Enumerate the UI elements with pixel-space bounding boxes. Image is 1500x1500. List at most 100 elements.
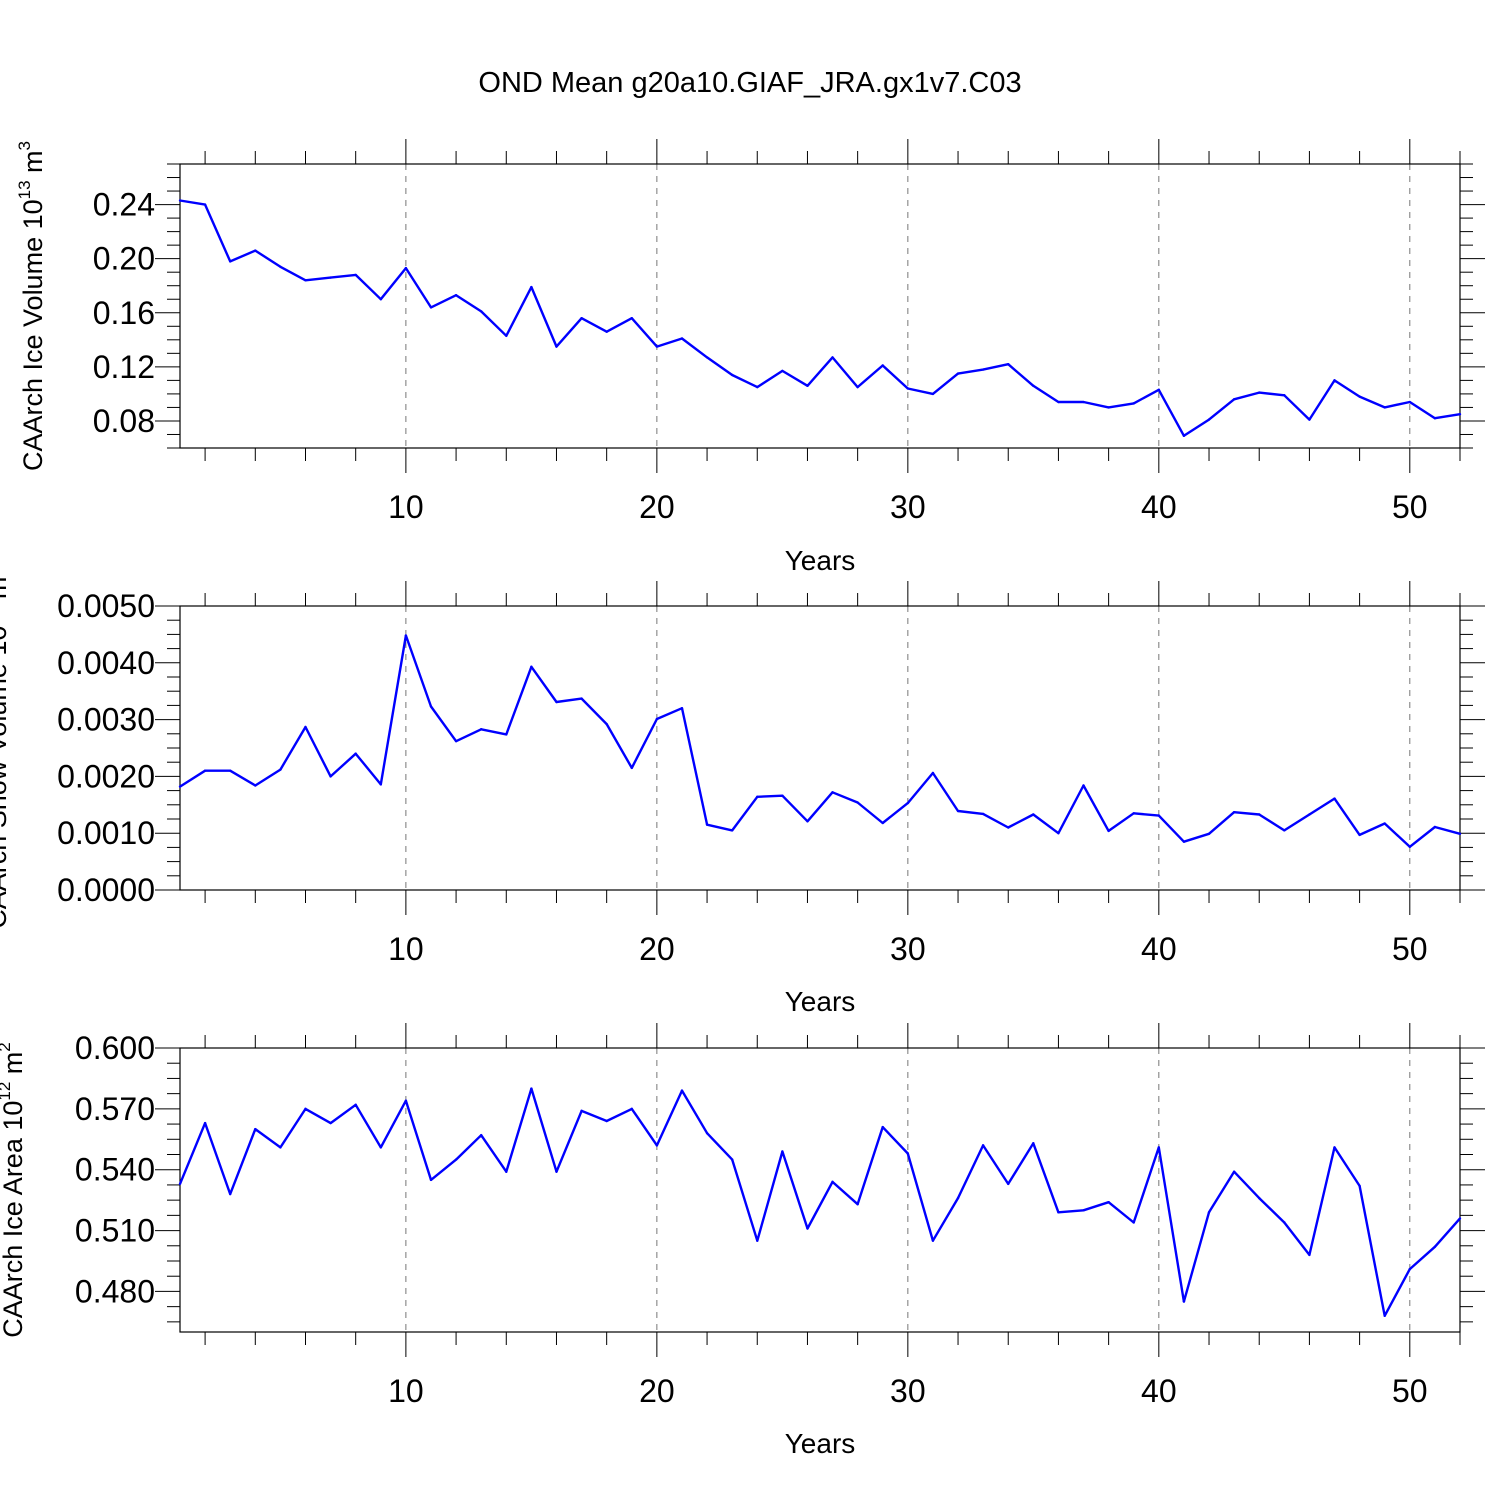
y-tick-label: 0.0040 [57, 645, 155, 681]
data-point [806, 384, 809, 387]
data-point [1258, 1196, 1261, 1200]
y-tick-label: 0.0030 [57, 702, 155, 738]
x-tick-label: 20 [639, 489, 675, 525]
data-point [1057, 832, 1060, 835]
data-point [1082, 400, 1085, 404]
data-point [1232, 1170, 1236, 1173]
data-point [304, 279, 307, 282]
data-point [329, 775, 332, 778]
data-point [1182, 434, 1186, 438]
data-point [730, 829, 734, 832]
data-point [906, 1152, 910, 1155]
data-point [1358, 395, 1361, 398]
data-point [178, 785, 182, 788]
data-point [1207, 832, 1211, 835]
data-point [1157, 388, 1161, 392]
data-point [956, 1196, 960, 1200]
data-point [1032, 1142, 1035, 1145]
data-point [1032, 384, 1035, 387]
data-point [329, 276, 332, 279]
x-tick-label: 10 [388, 489, 424, 525]
data-point [856, 385, 859, 389]
data-point [178, 199, 182, 202]
data-point [605, 1119, 608, 1123]
data-point [479, 310, 483, 313]
data-point [203, 1121, 207, 1125]
data-point [1207, 418, 1211, 421]
data-point [1157, 1146, 1161, 1149]
data-point [479, 1134, 483, 1137]
data-point [730, 1158, 734, 1161]
data-point [705, 356, 709, 359]
x-axis-title: Years [785, 545, 856, 576]
data-point [530, 1087, 533, 1090]
data-point [655, 1144, 659, 1147]
y-axis-title: CAArch Ice Volume 1013 m3 [15, 141, 48, 471]
data-point [856, 1203, 859, 1206]
data-point [605, 330, 608, 333]
data-point [1308, 1253, 1311, 1257]
panels: 10 20 30 40 50 0.08 0.12 0.16 0.20 0.24 Years CAArc… [0, 139, 1485, 1459]
data-point [404, 634, 408, 637]
chart-title: OND Mean g20a10.GIAF_JRA.gx1v7.C03 [478, 67, 1021, 99]
data-point [1358, 1184, 1361, 1188]
plot-frame [179, 163, 1461, 449]
data-point [505, 733, 508, 736]
data-point [680, 707, 684, 710]
x-tick-label: 40 [1141, 1373, 1177, 1409]
y-tick-label: 0.24 [93, 187, 155, 223]
data-point [1232, 398, 1236, 401]
x-tick-label: 20 [639, 1373, 675, 1409]
data-point [1082, 1209, 1085, 1212]
data-point [756, 1239, 759, 1242]
x-tick-label: 40 [1141, 489, 1177, 525]
data-point [454, 1158, 458, 1161]
data-point [404, 1099, 408, 1102]
data-point [906, 801, 910, 805]
data-point [630, 316, 633, 320]
data-point [429, 306, 433, 309]
data-point [580, 316, 583, 320]
data-point [680, 337, 684, 340]
data-point [806, 820, 809, 823]
data-point [1358, 833, 1361, 837]
x-axis-title: Years [785, 986, 856, 1017]
data-point [781, 369, 784, 373]
data-point [1283, 1221, 1286, 1224]
data-point [1258, 813, 1261, 816]
data-point [254, 249, 257, 252]
plot-frame [179, 605, 1461, 891]
plot-frame [179, 1047, 1461, 1333]
data-point [881, 364, 884, 367]
data-point [429, 1178, 433, 1182]
data-point [931, 392, 935, 396]
data-point [254, 784, 257, 787]
data-point [555, 700, 558, 704]
data-point [404, 266, 408, 270]
x-tick-label: 50 [1392, 1373, 1428, 1409]
data-point [1107, 829, 1110, 833]
data-point [931, 1239, 935, 1242]
data-point [254, 1127, 257, 1131]
data-point [580, 1109, 583, 1113]
data-point [1333, 797, 1336, 800]
data-point [781, 794, 784, 797]
y-tick-label: 0.16 [93, 295, 155, 331]
data-point [279, 1146, 282, 1149]
x-tick-label: 50 [1392, 931, 1428, 967]
y-tick-label: 0.20 [93, 241, 155, 277]
data-point [1458, 832, 1462, 835]
data-point [1057, 1211, 1060, 1214]
data-point [655, 717, 659, 721]
y-tick-label: 0.0000 [57, 872, 155, 908]
panel-2: 10 20 30 40 50 0.0000 0.0010 0.0020 0.0030 0.0040… [0, 577, 1485, 1017]
data-point [906, 387, 910, 390]
data-point [1333, 379, 1336, 382]
data-point [1308, 813, 1311, 816]
data-point [354, 1103, 357, 1107]
data-point [956, 372, 960, 375]
y-tick-label: 0.600 [75, 1030, 155, 1066]
x-tick-label: 30 [890, 1373, 926, 1409]
data-point [756, 385, 759, 389]
